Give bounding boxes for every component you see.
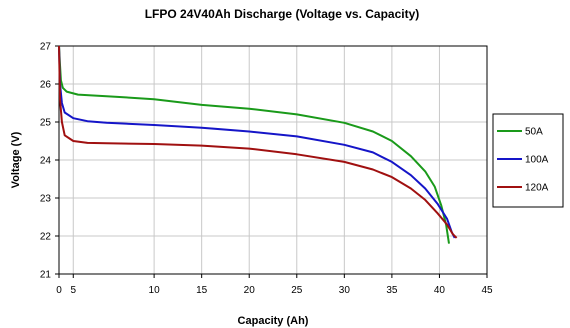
x-tick-label: 0	[56, 285, 62, 296]
x-tick-label: 40	[434, 285, 446, 296]
legend-label-100A: 100A	[525, 155, 549, 166]
series-lines	[58, 45, 458, 244]
x-tick-label: 30	[339, 285, 351, 296]
x-axis-label: Capacity (Ah)	[238, 315, 309, 327]
y-tick-label: 21	[40, 270, 52, 281]
chart-title: LFPO 24V40Ah Discharge (Voltage vs. Capa…	[145, 7, 420, 21]
y-axis-label: Voltage (V)	[10, 131, 22, 188]
x-tick-label: 5	[70, 285, 76, 296]
x-tick-label: 35	[386, 285, 398, 296]
y-tick-label: 26	[40, 80, 52, 91]
y-tick-label: 25	[40, 118, 52, 129]
ticks: 21 22 23 24 25 26 27 0 5 10 15 20 25 30 35 40 45	[40, 42, 493, 297]
y-tick-label: 24	[40, 156, 52, 167]
grid	[59, 46, 487, 274]
x-tick-label: 20	[244, 285, 256, 296]
series-line-50A	[58, 45, 450, 244]
x-tick-label: 25	[291, 285, 303, 296]
legend-label-50A: 50A	[525, 127, 543, 138]
series-line-120A	[58, 45, 458, 239]
legend-box	[492, 113, 564, 208]
legend-label-120A: 120A	[525, 183, 549, 194]
x-tick-label: 45	[481, 285, 493, 296]
y-tick-label: 23	[40, 194, 52, 205]
y-tick-label: 22	[40, 232, 52, 243]
y-tick-label: 27	[40, 42, 52, 53]
legend: 50A 100A 120A	[492, 113, 564, 208]
series-line-100A	[58, 45, 456, 239]
x-tick-label: 15	[196, 285, 208, 296]
x-tick-label: 10	[149, 285, 161, 296]
